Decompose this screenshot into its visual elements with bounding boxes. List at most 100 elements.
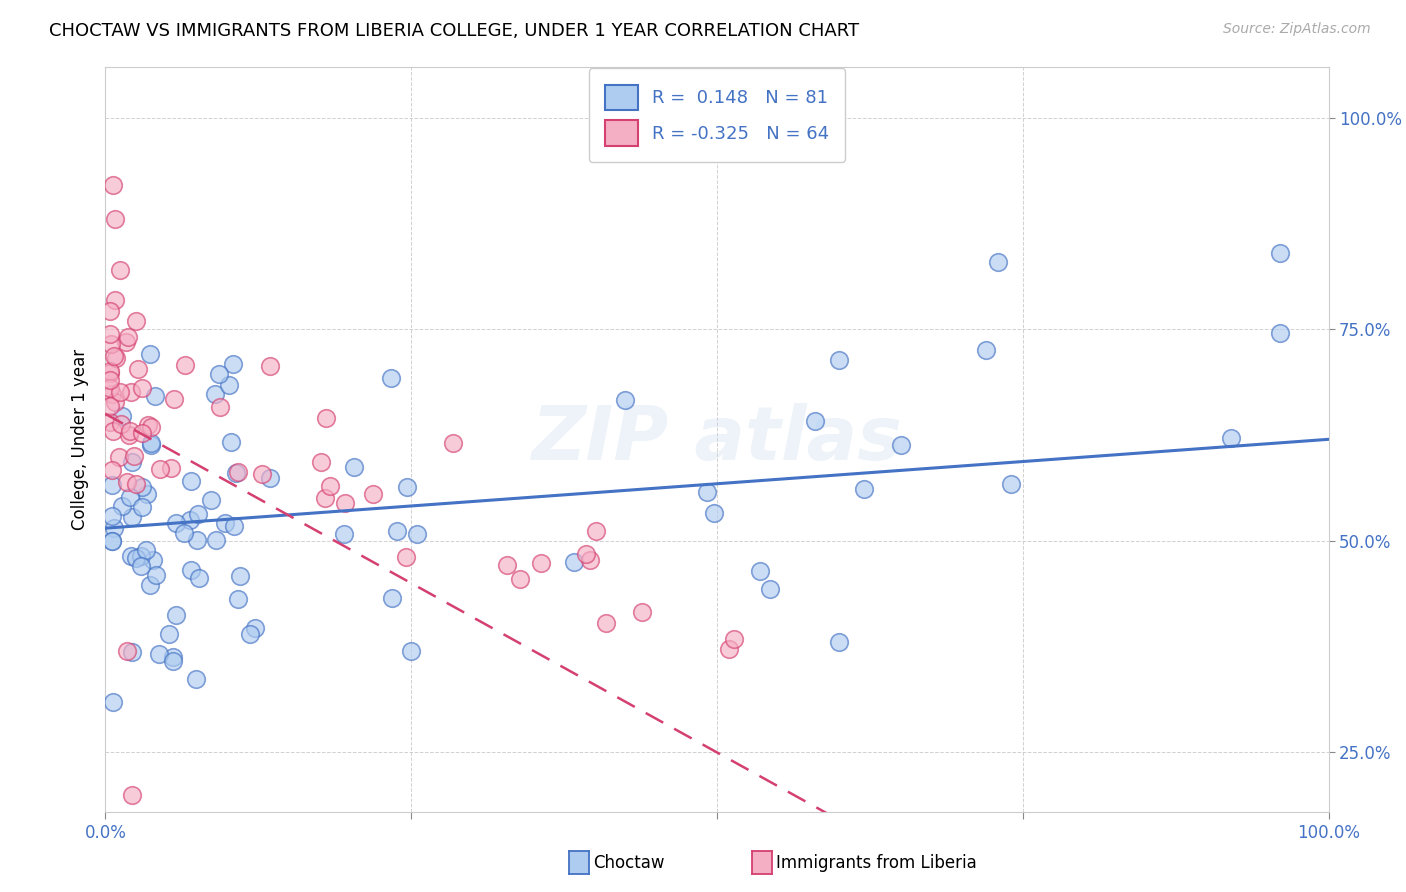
Text: Choctaw: Choctaw — [593, 854, 665, 871]
Point — [136, 417, 159, 432]
Point — [121, 788, 143, 802]
Point — [131, 381, 153, 395]
Point — [585, 524, 607, 538]
Point — [115, 334, 138, 349]
Point — [117, 475, 139, 489]
Point — [111, 499, 134, 513]
Point — [1268, 326, 1291, 341]
Point — [100, 463, 122, 477]
Point — [103, 424, 125, 438]
Point — [145, 568, 167, 582]
Point — [380, 371, 402, 385]
Point — [595, 615, 617, 630]
Point — [141, 436, 163, 450]
Point — [107, 450, 129, 465]
Point — [103, 521, 125, 535]
Point — [120, 549, 142, 563]
Point — [509, 572, 531, 586]
Point — [974, 343, 997, 358]
Point — [138, 347, 160, 361]
Point — [828, 635, 851, 649]
Point — [696, 485, 718, 500]
Point — [179, 512, 201, 526]
Point — [225, 466, 247, 480]
Point — [184, 672, 207, 686]
Point — [118, 428, 141, 442]
Point — [441, 436, 464, 450]
Point — [889, 438, 911, 452]
Point — [101, 178, 124, 193]
Point — [180, 474, 202, 488]
Point — [187, 571, 209, 585]
Point — [165, 516, 187, 530]
Point — [139, 578, 162, 592]
Point — [205, 533, 228, 547]
Point — [136, 487, 159, 501]
Point — [98, 399, 121, 413]
Point — [121, 509, 143, 524]
Point — [110, 417, 132, 431]
Point — [121, 455, 143, 469]
Point — [579, 553, 602, 567]
Point — [100, 508, 122, 523]
Point — [758, 582, 780, 597]
Point — [385, 524, 408, 538]
Point — [104, 212, 127, 227]
Point — [311, 455, 333, 469]
Point — [259, 359, 281, 373]
Point — [111, 409, 134, 423]
Point — [98, 381, 121, 395]
Point — [125, 550, 148, 565]
Point — [124, 476, 146, 491]
Point — [101, 695, 124, 709]
Point — [333, 496, 356, 510]
Point — [226, 591, 249, 606]
Point — [104, 351, 127, 366]
Point — [131, 480, 153, 494]
Point — [315, 411, 337, 425]
Point — [363, 487, 385, 501]
Point — [125, 314, 148, 328]
Point — [120, 490, 142, 504]
Point — [162, 649, 184, 664]
Point — [222, 357, 245, 371]
Point — [162, 654, 184, 668]
Point — [703, 506, 725, 520]
Point — [395, 550, 418, 565]
Point — [575, 547, 598, 561]
Point — [396, 480, 419, 494]
Point — [405, 526, 427, 541]
Y-axis label: College, Under 1 year: College, Under 1 year — [70, 349, 89, 530]
Point — [103, 349, 125, 363]
Text: Source: ZipAtlas.com: Source: ZipAtlas.com — [1223, 22, 1371, 37]
Point — [98, 415, 121, 429]
Point — [100, 478, 122, 492]
Point — [122, 450, 145, 464]
Point — [101, 386, 124, 401]
Point — [319, 479, 342, 493]
Point — [120, 384, 142, 399]
Point — [1219, 431, 1241, 445]
Point — [129, 558, 152, 573]
Point — [229, 568, 252, 582]
Point — [186, 533, 208, 547]
Point — [98, 373, 121, 387]
Point — [204, 387, 226, 401]
Point — [723, 632, 745, 646]
Point — [131, 426, 153, 441]
Point — [828, 353, 851, 368]
Point — [496, 558, 519, 573]
Point — [218, 377, 240, 392]
Point — [117, 644, 139, 658]
Text: ZIP atlas: ZIP atlas — [531, 403, 903, 475]
Point — [131, 500, 153, 515]
Point — [381, 591, 404, 606]
Point — [852, 483, 875, 497]
Text: CHOCTAW VS IMMIGRANTS FROM LIBERIA COLLEGE, UNDER 1 YEAR CORRELATION CHART: CHOCTAW VS IMMIGRANTS FROM LIBERIA COLLE… — [49, 22, 859, 40]
Point — [98, 303, 121, 318]
Point — [613, 392, 636, 407]
Point — [129, 549, 152, 564]
Point — [104, 395, 127, 409]
Point — [142, 553, 165, 567]
Point — [200, 493, 222, 508]
